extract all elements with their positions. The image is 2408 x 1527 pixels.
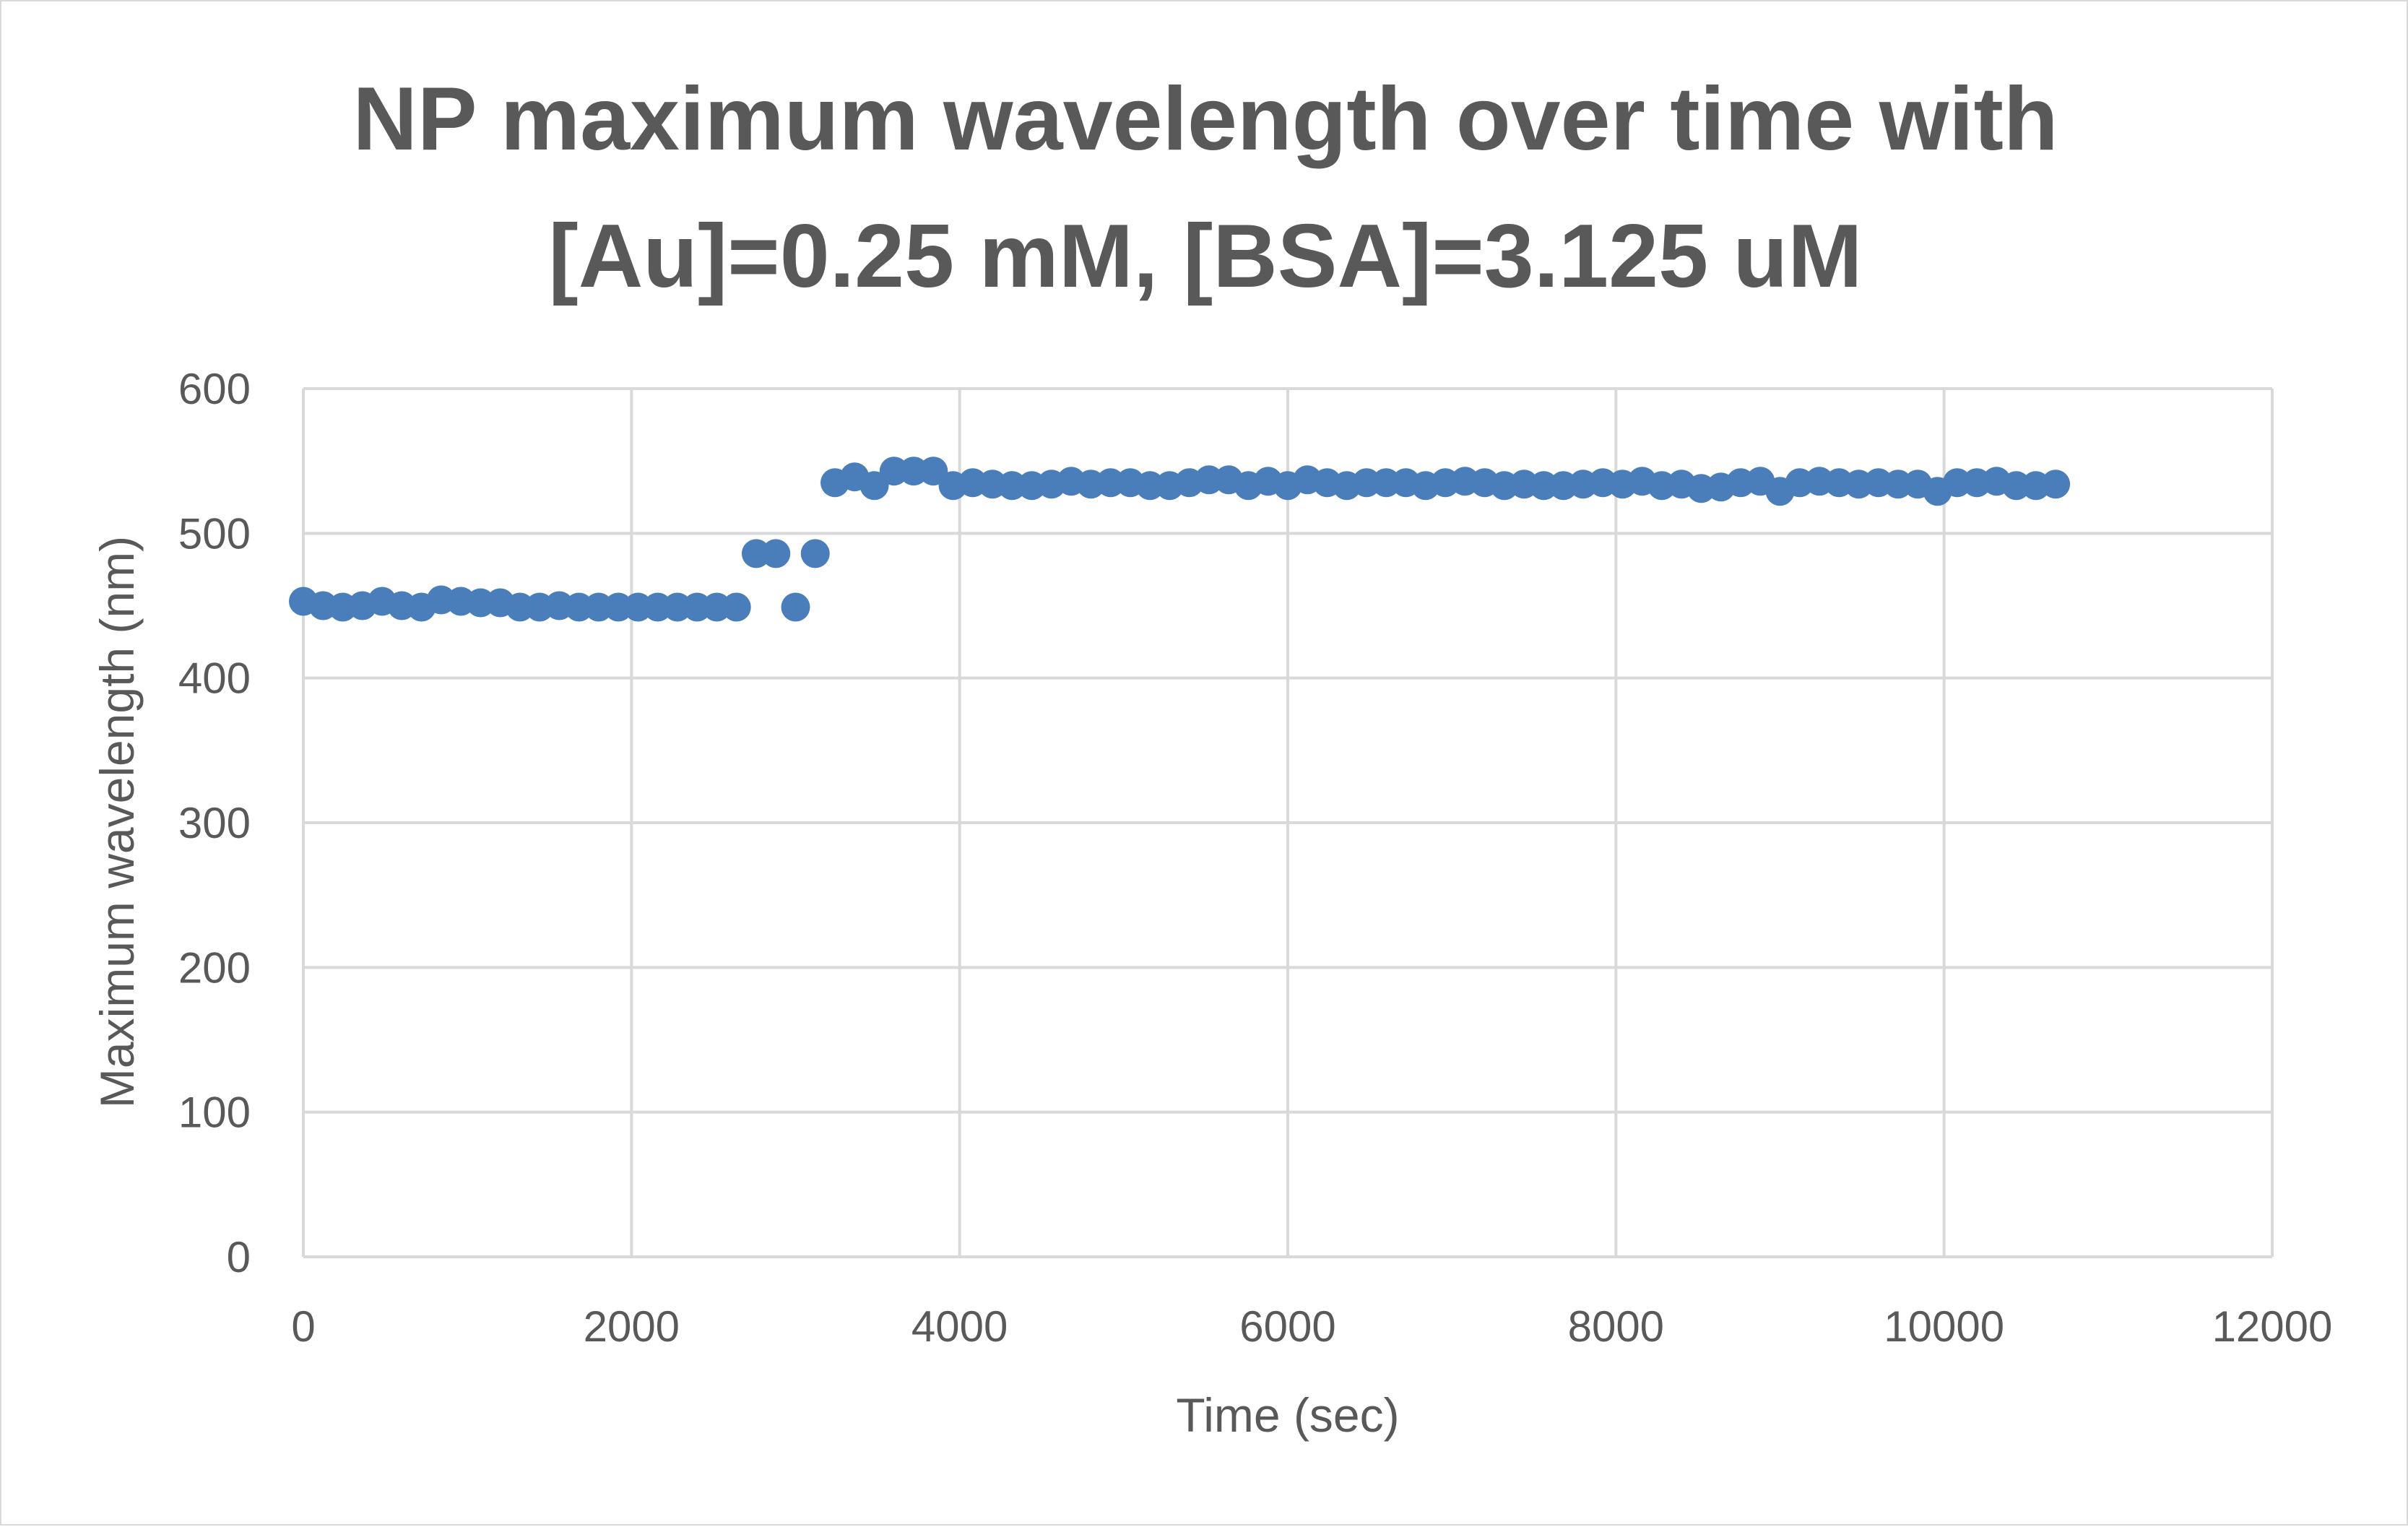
x-tick-label: 0 bbox=[291, 1302, 315, 1351]
data-point bbox=[761, 539, 791, 568]
x-tick-label: 4000 bbox=[911, 1302, 1008, 1351]
y-tick-label: 200 bbox=[178, 943, 251, 992]
chart-title-line-2: [Au]=0.25 mM, [BSA]=3.125 uM bbox=[548, 207, 1862, 306]
data-point bbox=[800, 539, 830, 568]
y-tick-label: 300 bbox=[178, 799, 251, 847]
data-point bbox=[722, 592, 751, 622]
data-point bbox=[781, 592, 810, 622]
data-points bbox=[289, 457, 2071, 622]
x-axis-title: Time (sec) bbox=[1176, 1388, 1399, 1442]
y-tick-label: 600 bbox=[178, 365, 251, 413]
x-tick-label: 8000 bbox=[1568, 1302, 1664, 1351]
y-axis-tick-labels: 0 100 200 300 400 500 600 bbox=[178, 365, 251, 1281]
x-tick-label: 12000 bbox=[2212, 1302, 2333, 1351]
x-tick-label: 10000 bbox=[1884, 1302, 2004, 1351]
x-axis-tick-labels: 0 2000 4000 6000 8000 10000 12000 bbox=[291, 1302, 2332, 1351]
y-axis-title: Maximum wavelength (nm) bbox=[90, 536, 144, 1108]
data-point bbox=[2041, 470, 2071, 499]
chart-title-line-1: NP maximum wavelength over time with bbox=[352, 69, 2058, 169]
x-tick-label: 6000 bbox=[1239, 1302, 1335, 1351]
y-tick-label: 100 bbox=[178, 1089, 251, 1137]
x-tick-label: 2000 bbox=[584, 1302, 680, 1351]
y-tick-label: 500 bbox=[178, 509, 251, 558]
gridlines bbox=[302, 387, 2274, 1258]
y-tick-label: 0 bbox=[227, 1233, 251, 1281]
y-tick-label: 400 bbox=[178, 654, 251, 703]
